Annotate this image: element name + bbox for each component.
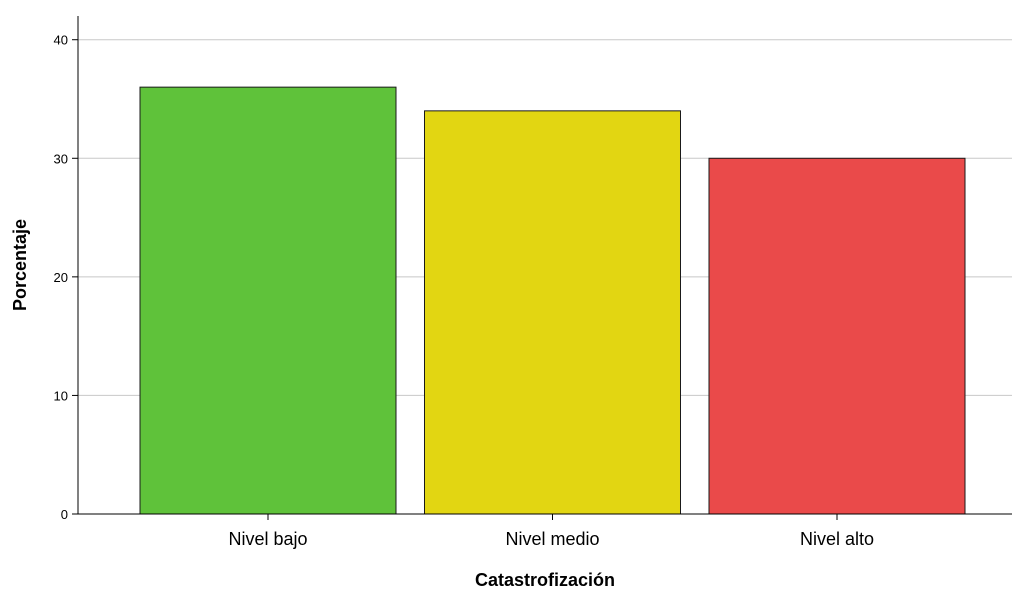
bars: [139, 86, 966, 515]
y-tick-label: 30: [54, 151, 68, 166]
axes: [77, 16, 1012, 515]
y-tick-label: 0: [61, 507, 68, 522]
x-axis-title: Catastrofización: [475, 570, 615, 590]
x-tick-label: Nivel bajo: [228, 529, 307, 549]
y-tick-label: 20: [54, 270, 68, 285]
x-tick-label: Nivel medio: [505, 529, 599, 549]
y-axis-title: Porcentaje: [10, 219, 30, 311]
x-ticks: Nivel bajo Nivel medio Nivel alto: [228, 514, 874, 549]
y-tick-label: 10: [54, 388, 68, 403]
bar-nivel-bajo: [139, 86, 397, 515]
bar-nivel-alto: [708, 157, 966, 515]
x-tick-label: Nivel alto: [800, 529, 874, 549]
y-tick-label: 40: [54, 33, 68, 48]
y-ticks: 0 10 20 30 40: [54, 33, 78, 522]
bar-nivel-medio: [424, 110, 681, 515]
